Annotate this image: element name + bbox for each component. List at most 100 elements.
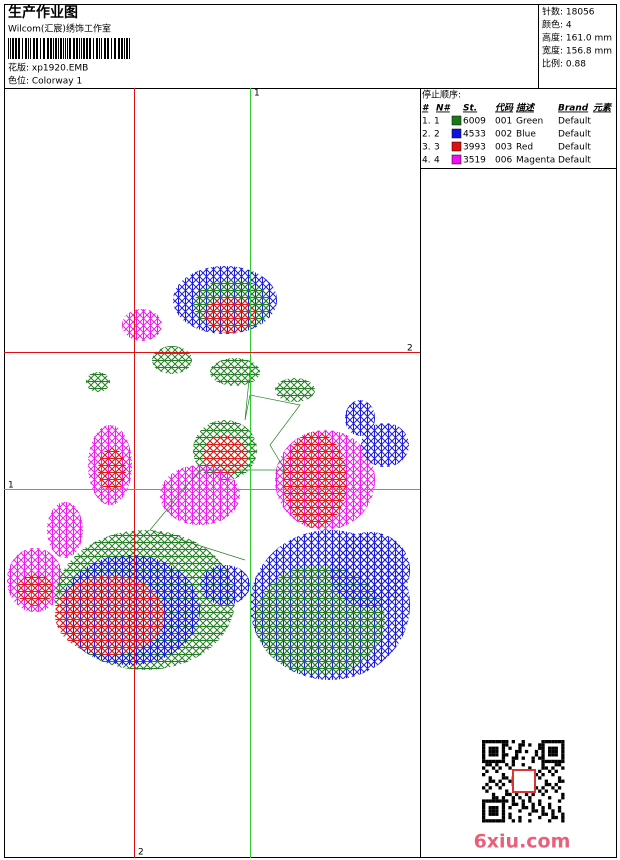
qr-module bbox=[541, 812, 545, 816]
qr-module bbox=[505, 776, 509, 780]
qr-module bbox=[548, 769, 552, 773]
qr-module bbox=[508, 779, 512, 783]
qr-module bbox=[482, 815, 486, 820]
bar bbox=[60, 38, 62, 59]
title: 生产作业图 bbox=[8, 4, 78, 21]
qr-code bbox=[482, 740, 565, 823]
color-swatch bbox=[451, 115, 462, 126]
qr-module bbox=[538, 802, 542, 806]
qr-module bbox=[531, 809, 535, 813]
qr-module bbox=[521, 740, 525, 744]
qr-module bbox=[544, 789, 548, 793]
qr-module bbox=[541, 746, 545, 750]
stitch-area bbox=[200, 565, 250, 605]
qr-module bbox=[544, 740, 548, 744]
qr-module bbox=[551, 815, 555, 820]
cell: Default bbox=[558, 156, 591, 166]
qr-module bbox=[557, 799, 562, 803]
qr-module bbox=[548, 806, 552, 810]
qr-module bbox=[531, 806, 535, 810]
qr-module bbox=[501, 753, 506, 757]
column-header: Brand bbox=[558, 104, 589, 114]
qr-module bbox=[541, 766, 545, 770]
cell: Magenta bbox=[516, 156, 555, 166]
qr-module bbox=[505, 789, 509, 793]
bar bbox=[55, 38, 57, 59]
qr-module bbox=[501, 806, 506, 810]
stitch-area bbox=[203, 435, 247, 475]
qr-module bbox=[548, 796, 552, 800]
info-line: 高度: 161.0 mm bbox=[542, 32, 612, 44]
design-file: 花版: xp1920.EMB bbox=[8, 62, 88, 74]
column-header: 描述 bbox=[516, 103, 536, 114]
qr-module bbox=[557, 806, 562, 810]
qr-module bbox=[495, 782, 499, 787]
cell: 003 bbox=[495, 143, 512, 153]
qr-module bbox=[495, 763, 499, 767]
cell: 006 bbox=[495, 156, 512, 166]
qr-module bbox=[495, 753, 499, 757]
qr-module bbox=[485, 763, 489, 767]
qr-module bbox=[488, 819, 492, 823]
stitch-area bbox=[98, 448, 126, 492]
qr-module bbox=[541, 749, 545, 754]
qr-module bbox=[554, 789, 558, 793]
bar bbox=[93, 38, 94, 59]
bar bbox=[126, 38, 128, 59]
qr-module bbox=[491, 746, 496, 750]
bar bbox=[69, 38, 71, 59]
qr-module bbox=[557, 776, 562, 780]
subtitle: Wilcom(汇宸)绣饰工作室 bbox=[8, 23, 111, 35]
qr-module bbox=[495, 759, 499, 764]
qr-module bbox=[482, 759, 486, 764]
qr-module bbox=[501, 809, 506, 813]
qr-module bbox=[548, 753, 552, 757]
qr-module bbox=[544, 812, 548, 816]
page-border bbox=[4, 4, 617, 858]
bar bbox=[22, 38, 23, 59]
qr-module bbox=[518, 749, 522, 754]
cell: 3 bbox=[434, 143, 440, 153]
qr-module bbox=[488, 749, 492, 754]
qr-module bbox=[561, 756, 565, 760]
qr-module bbox=[508, 746, 512, 750]
bar bbox=[99, 38, 100, 59]
qr-module bbox=[511, 819, 515, 823]
stitch-area bbox=[86, 372, 110, 392]
qr-module bbox=[488, 786, 492, 790]
qr-module bbox=[538, 743, 542, 747]
qr-module bbox=[501, 756, 506, 760]
stitch-area bbox=[210, 358, 260, 386]
qr-module bbox=[482, 809, 486, 813]
cell: 002 bbox=[495, 130, 512, 140]
stitch-area bbox=[204, 297, 256, 333]
qr-module bbox=[524, 806, 529, 810]
qr-module bbox=[491, 740, 496, 744]
qr-module bbox=[531, 792, 535, 797]
qr-module bbox=[505, 743, 509, 747]
bar bbox=[83, 38, 85, 59]
qr-module bbox=[554, 749, 558, 754]
qr-module bbox=[498, 779, 502, 783]
qr-module bbox=[544, 782, 548, 787]
cell: Default bbox=[558, 117, 591, 127]
qr-module bbox=[491, 819, 496, 823]
stitch-area bbox=[361, 423, 409, 467]
qr-module bbox=[528, 743, 532, 747]
cell: 4 bbox=[434, 156, 440, 166]
qr-module bbox=[485, 769, 489, 773]
qr-module bbox=[518, 809, 522, 813]
qr-module bbox=[495, 796, 499, 800]
qr-module bbox=[551, 740, 555, 744]
bar bbox=[81, 38, 82, 59]
qr-module bbox=[515, 749, 519, 754]
qr-module bbox=[515, 802, 519, 806]
qr-module bbox=[482, 799, 486, 803]
guide-label: 1 bbox=[254, 89, 260, 99]
qr-module bbox=[551, 766, 555, 770]
qr-module bbox=[488, 759, 492, 764]
qr-module bbox=[541, 756, 545, 760]
qr-module bbox=[531, 802, 535, 806]
qr-module bbox=[518, 815, 522, 820]
